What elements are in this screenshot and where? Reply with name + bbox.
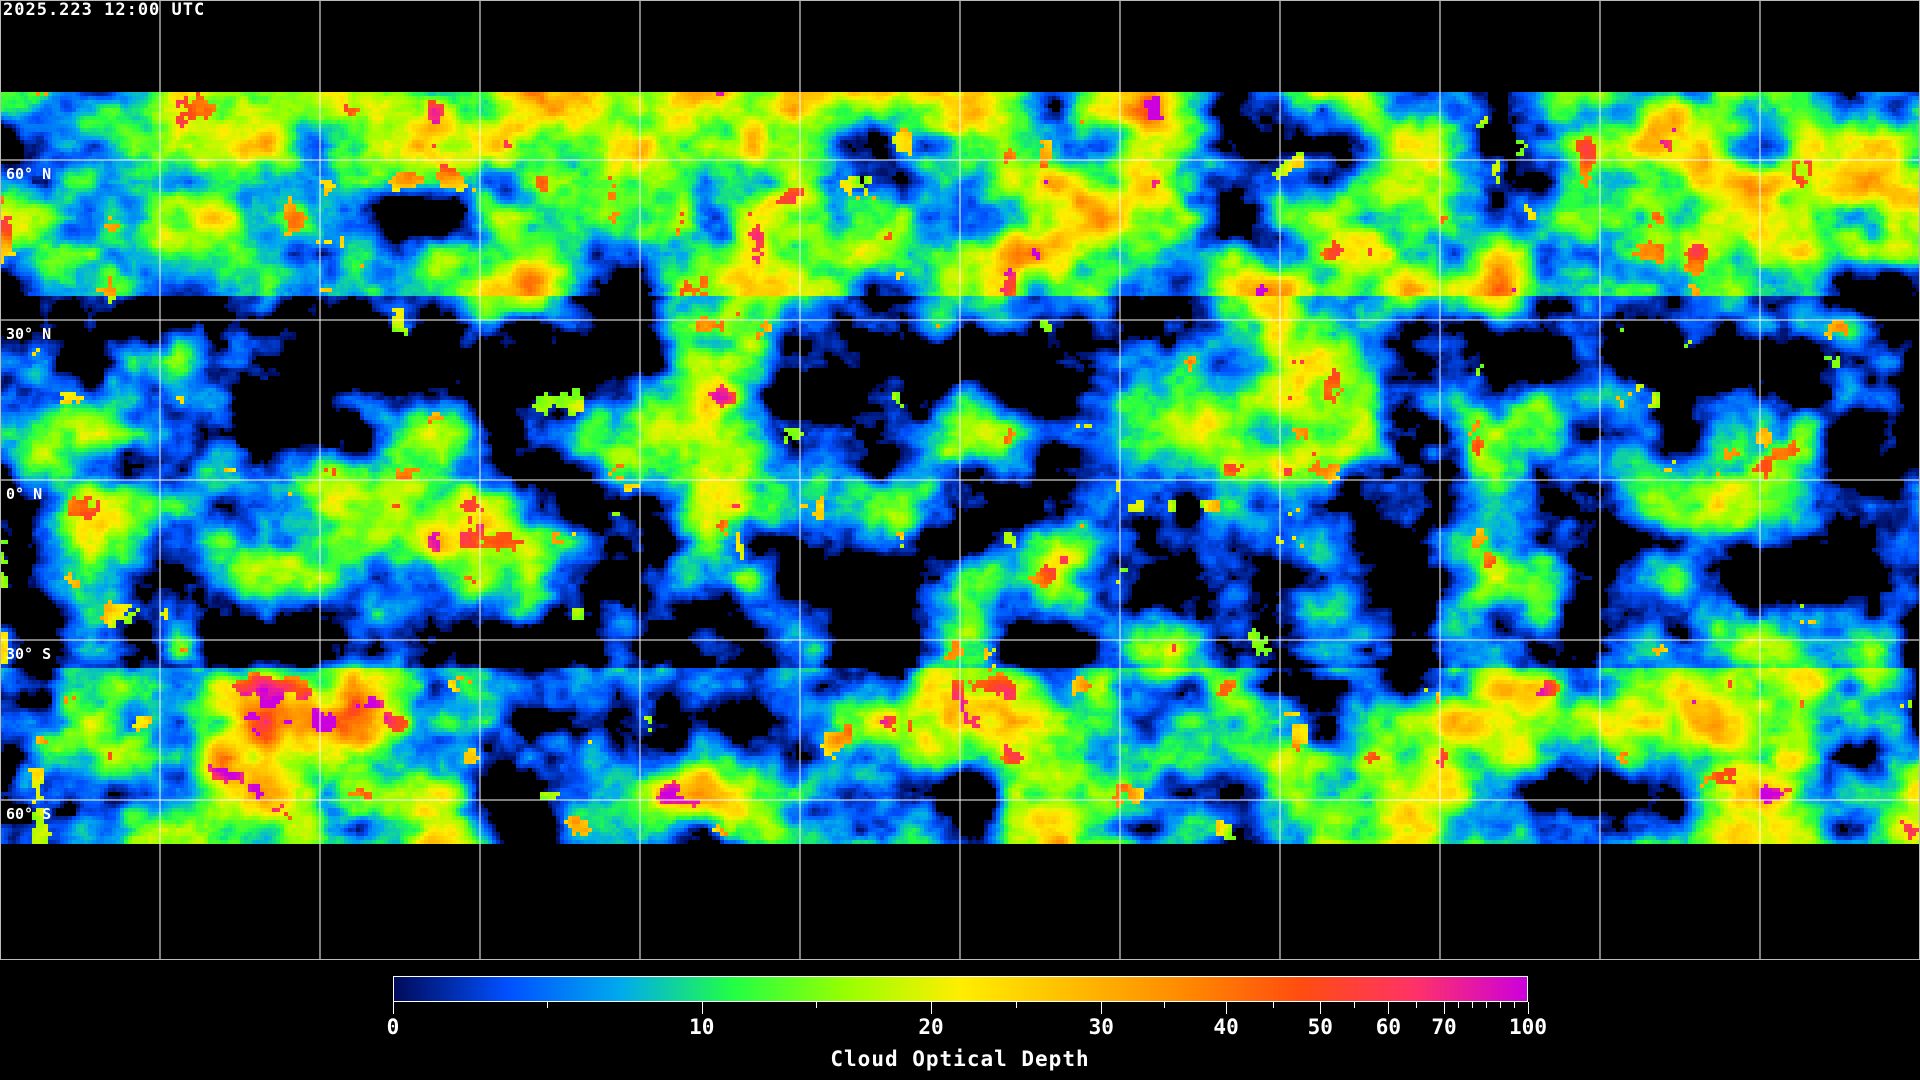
minor-tick (1514, 1002, 1515, 1008)
major-tick (1101, 1002, 1103, 1014)
minor-tick (1354, 1002, 1356, 1008)
timestamp-label: 2025.223 12:00 UTC (3, 0, 206, 20)
tick-label: 10 (689, 1015, 715, 1039)
minor-tick (1016, 1002, 1018, 1008)
lat-label-60n: 60° N (6, 165, 52, 183)
lat-label-30s: 30° S (6, 645, 52, 663)
major-tick (701, 1002, 703, 1014)
major-tick (930, 1002, 932, 1014)
lat-label-30n: 30° N (6, 325, 52, 343)
colorbar-ticks: 0 10 20 30 40 50 60 70 100 (387, 1002, 1547, 1062)
tick-label: 60 (1375, 1015, 1402, 1039)
lat-label-60s: 60° S (6, 805, 52, 823)
tick-label: 40 (1213, 1015, 1239, 1039)
minor-tick (547, 1002, 549, 1008)
colorbar (393, 976, 1528, 1002)
minor-tick (1163, 1002, 1165, 1008)
lat-label-0n: 0° N (6, 485, 43, 503)
colorbar-title: Cloud Optical Depth (830, 1047, 1090, 1071)
major-tick (1528, 1002, 1529, 1014)
minor-tick (1273, 1002, 1275, 1008)
tick-label: 20 (918, 1015, 944, 1039)
major-tick (1444, 1002, 1445, 1014)
minor-tick (1472, 1002, 1473, 1008)
minor-tick (1486, 1002, 1487, 1008)
minor-tick (816, 1002, 818, 1008)
major-tick (1388, 1002, 1390, 1014)
major-tick (393, 1002, 394, 1014)
tick-label: 30 (1088, 1015, 1114, 1039)
major-tick (1320, 1002, 1322, 1014)
minor-tick (1458, 1002, 1459, 1008)
minor-tick (1416, 1002, 1418, 1008)
major-tick (1226, 1002, 1228, 1014)
tick-label: 50 (1307, 1015, 1333, 1039)
minor-tick (1500, 1002, 1501, 1008)
tick-label: 0 (386, 1015, 400, 1039)
graticule (0, 0, 1920, 960)
tick-label: 100 (1509, 1015, 1547, 1039)
tick-label: 70 (1431, 1015, 1457, 1039)
